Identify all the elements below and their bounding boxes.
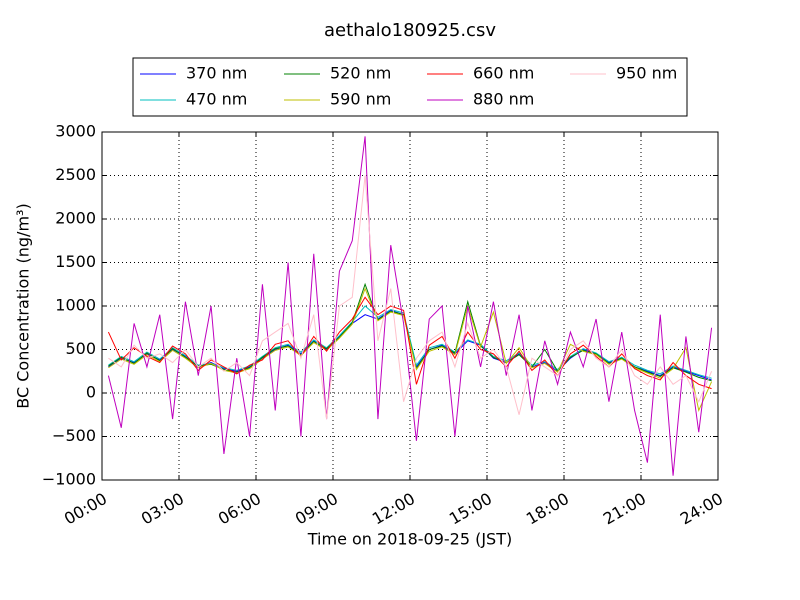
y-tick-label: 2000: [55, 209, 96, 228]
legend-label: 950 nm: [616, 64, 677, 83]
y-tick-label: 1000: [55, 296, 96, 315]
legend: [132, 57, 688, 117]
y-tick-label: 1500: [55, 252, 96, 271]
legend-label: 470 nm: [186, 90, 247, 109]
legend-label: 660 nm: [473, 64, 534, 83]
y-tick-label: −1000: [42, 470, 96, 489]
y-tick-label: −500: [52, 426, 96, 445]
y-tick-label: 0: [86, 383, 96, 402]
legend-label: 880 nm: [473, 90, 534, 109]
y-tick-label: 500: [65, 339, 96, 358]
series-line: [107, 136, 713, 476]
legend-label: 520 nm: [330, 64, 391, 83]
plot-frame: [101, 131, 719, 481]
y-tick-label: 2500: [55, 165, 96, 184]
series-line: [108, 175, 713, 420]
y-axis-label: BC Concentration (ng/m³): [14, 203, 33, 408]
y-tick-label: 3000: [55, 122, 96, 141]
legend-label: 590 nm: [330, 90, 391, 109]
chart-title: aethalo180925.csv: [324, 20, 496, 41]
legend-label: 370 nm: [186, 64, 247, 83]
x-axis-label: Time on 2018-09-25 (JST): [307, 530, 512, 549]
legend-items: 370 nm 470 nm 520 nm 590 nm 660 nm 880 nm 950 …: [140, 64, 677, 109]
